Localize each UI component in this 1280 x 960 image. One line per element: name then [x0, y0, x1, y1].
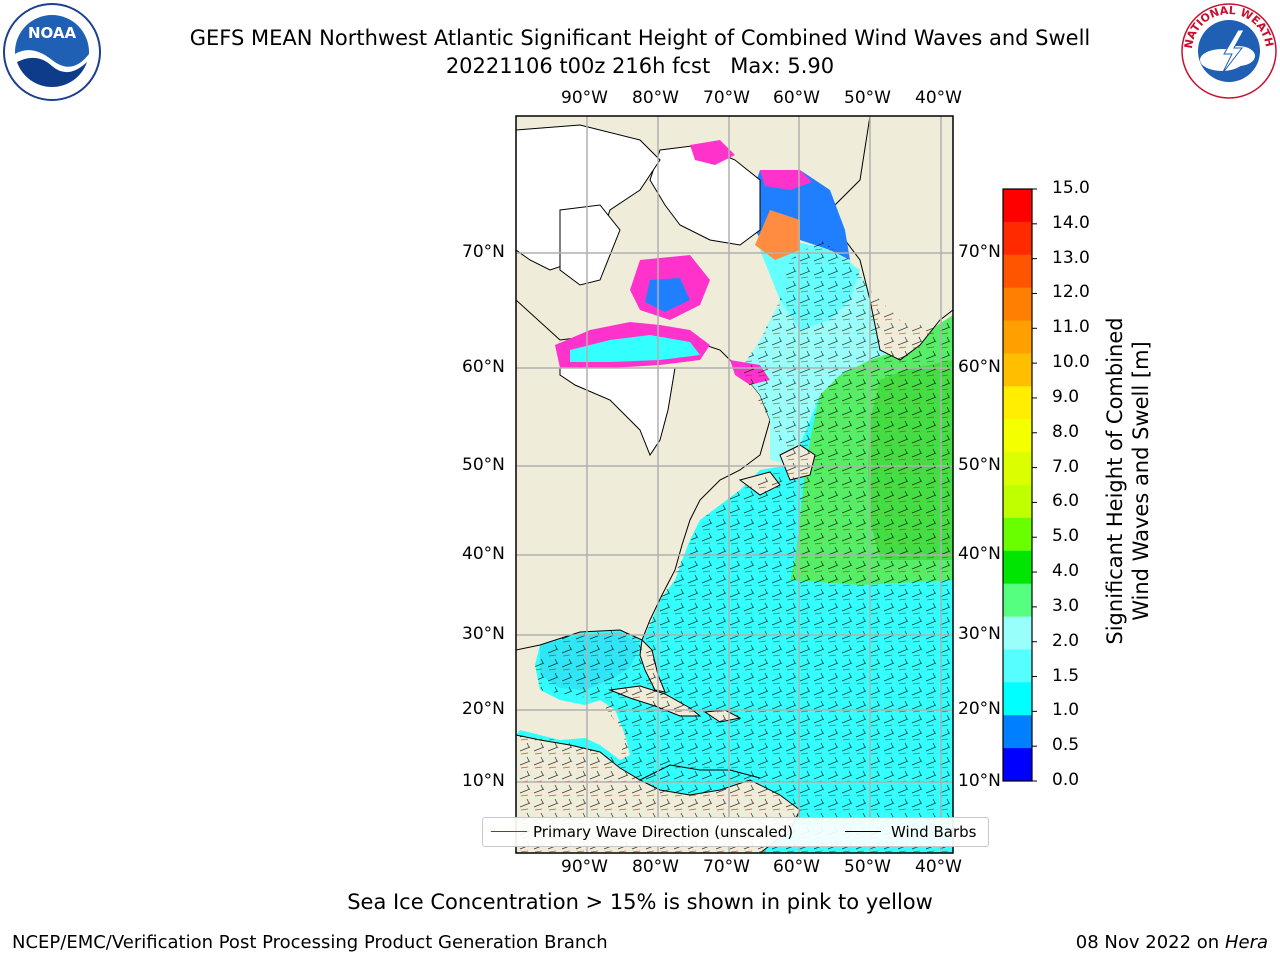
colorbar-tick-label: 2.0: [1052, 630, 1080, 651]
lat-tick-right: 70°N: [958, 242, 1001, 262]
map-frame: [515, 115, 954, 854]
lat-tick-left: 10°N: [462, 771, 505, 791]
colorbar-frame: [1002, 188, 1033, 782]
hudson-bay-water: [570, 335, 700, 362]
lon-tick-bottom: 70°W: [703, 857, 750, 877]
lat-tick-right: 50°N: [958, 455, 1001, 475]
colorbar-tick-label: 1.0: [1052, 700, 1080, 721]
colorbar-tick-label: 5.0: [1052, 526, 1080, 547]
lat-tick-right: 10°N: [958, 771, 1001, 791]
footer-date: 08 Nov 2022 on Hera: [1076, 932, 1268, 953]
colorbar-segment: [1003, 189, 1032, 223]
colorbar-segment: [1003, 517, 1032, 552]
noaa-logo-icon: NOAA: [3, 3, 101, 101]
wind-barb-legend-label: Wind Barbs: [891, 823, 977, 841]
colorbar-segment: [1003, 682, 1032, 716]
colorbar-segment: [1003, 452, 1032, 486]
colorbar-tick-label: 9.0: [1052, 386, 1080, 407]
sea-ice-note: Sea Ice Concentration > 15% is shown in …: [347, 890, 933, 914]
colorbar-segment: [1003, 616, 1032, 650]
lat-tick-left: 60°N: [462, 357, 505, 377]
lon-tick-top: 80°W: [632, 88, 679, 108]
lon-tick-top: 50°W: [844, 88, 891, 108]
nws-logo-icon: NATIONAL WEATHER SERVICE: [1180, 2, 1277, 99]
wave-direction-legend-label: Primary Wave Direction (unscaled): [533, 823, 794, 841]
colorbar-tick-label: 8.0: [1052, 421, 1080, 442]
baffin-ice: [755, 210, 800, 260]
colorbar-segment: [1003, 254, 1032, 289]
colorbar-segment: [1003, 649, 1032, 683]
colorbar-label-line2: Wind Waves and Swell [m]: [1129, 341, 1153, 621]
vector-overlay: [516, 320, 953, 853]
map-subtitle: 20221106 t00z 216h fcst Max: 5.90: [445, 54, 835, 78]
colorbar-tick-label: 12.0: [1052, 282, 1090, 303]
lat-tick-left: 30°N: [462, 624, 505, 644]
graticule: [516, 116, 953, 853]
footer-host: Hera: [1224, 932, 1268, 953]
colorbar-tick-label: 1.5: [1052, 665, 1080, 686]
lon-tick-top: 90°W: [561, 88, 608, 108]
colorbar-tick-label: 0.5: [1052, 735, 1080, 756]
lat-tick-right: 20°N: [958, 699, 1001, 719]
colorbar-segment: [1003, 320, 1032, 354]
lon-tick-bottom: 90°W: [561, 857, 608, 877]
arctic-ice-pink: [690, 140, 735, 165]
colorbar-tick-label: 14.0: [1052, 212, 1090, 233]
lat-tick-right: 30°N: [958, 624, 1001, 644]
footer-credit: NCEP/EMC/Verification Post Processing Pr…: [12, 932, 608, 953]
colorbar-segment: [1003, 287, 1032, 322]
map-title: GEFS MEAN Northwest Atlantic Significant…: [189, 26, 1091, 50]
footer-date-text: 08 Nov 2022 on: [1075, 932, 1220, 953]
foxe-basin-water: [645, 278, 690, 312]
colorbar-tick-label: 13.0: [1052, 247, 1090, 268]
colorbar-segment: [1003, 748, 1032, 782]
colorbar-segment: [1003, 550, 1032, 585]
lon-tick-bottom: 60°W: [773, 857, 820, 877]
lon-tick-bottom: 50°W: [844, 857, 891, 877]
lon-tick-bottom: 80°W: [632, 857, 679, 877]
colorbar-tick-label: 10.0: [1052, 352, 1090, 373]
map-legend: Primary Wave Direction (unscaled) Wind B…: [482, 817, 989, 847]
colorbar-tick-label: 15.0: [1052, 178, 1090, 198]
colorbar-segment: [1003, 221, 1032, 256]
colorbar-tick-label: 6.0: [1052, 491, 1080, 512]
colorbar-tick-label: 0.0: [1052, 770, 1080, 790]
colorbar-tick-label: 3.0: [1052, 595, 1080, 616]
wind-barb-swatch: [845, 831, 881, 832]
colorbar-segment: [1003, 419, 1032, 453]
wave-direction-swatch: [491, 831, 527, 832]
lon-tick-top: 70°W: [703, 88, 750, 108]
colorbar-segment: [1003, 715, 1032, 749]
arctic-islands-2: [559, 204, 621, 286]
colorbar-segment: [1003, 583, 1032, 618]
colorbar-label-line1: Significant Height of Combined: [1103, 317, 1127, 645]
lat-tick-right: 60°N: [958, 357, 1001, 377]
colorbar-label: Significant Height of Combined Wind Wave…: [1102, 281, 1154, 681]
lon-tick-top: 40°W: [915, 88, 962, 108]
colorbar-tick-label: 7.0: [1052, 456, 1080, 477]
colorbar-segment: [1003, 485, 1032, 519]
hudson-bay-white: [559, 367, 676, 457]
svg-text:NOAA: NOAA: [28, 24, 77, 42]
lat-tick-right: 40°N: [958, 544, 1001, 564]
lat-tick-left: 20°N: [462, 699, 505, 719]
colorbar-segment: [1003, 353, 1032, 387]
colorbar-tick-label: 11.0: [1052, 317, 1090, 338]
vector-overlay-north: [740, 240, 940, 465]
lon-tick-top: 60°W: [773, 88, 820, 108]
lat-tick-left: 40°N: [462, 544, 505, 564]
lat-tick-left: 50°N: [462, 455, 505, 475]
lon-tick-bottom: 40°W: [915, 857, 962, 877]
lat-tick-left: 70°N: [462, 242, 505, 262]
colorbar: [1002, 188, 1037, 782]
colorbar-tick-label: 4.0: [1052, 561, 1080, 582]
colorbar-segment: [1003, 386, 1032, 420]
